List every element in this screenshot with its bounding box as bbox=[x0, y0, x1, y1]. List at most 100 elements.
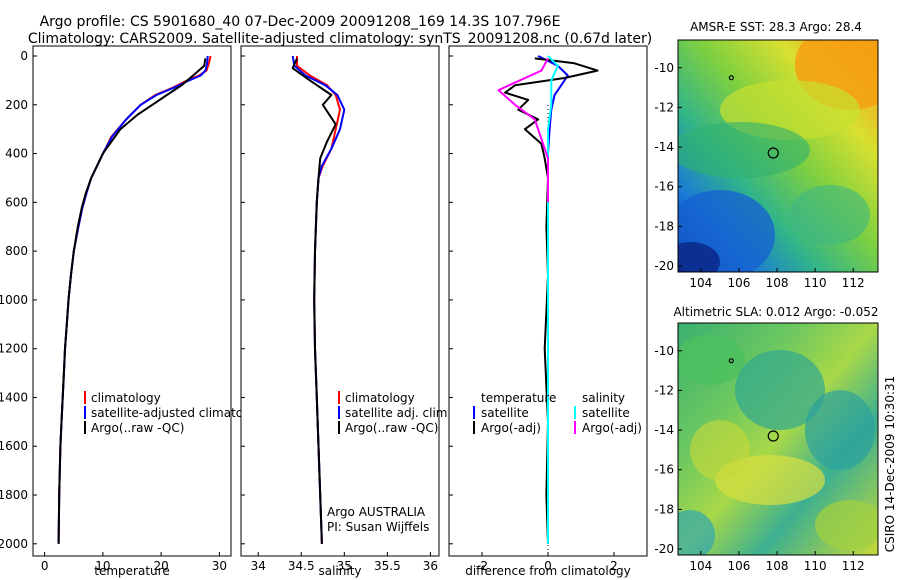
legend-label-argo: Argo(..raw -QC) bbox=[345, 421, 438, 435]
salinity-axis-ticks: 34 34.5 35 35.5 36 bbox=[241, 55, 438, 573]
map-y-tick-label: -14 bbox=[654, 423, 674, 437]
map-y-tick-label: -10 bbox=[654, 344, 674, 358]
x-tick-label: 30 bbox=[212, 559, 227, 573]
x-tick-label: 2 bbox=[610, 559, 618, 573]
map-x-tick-label: 106 bbox=[727, 276, 750, 290]
sla-map-frame bbox=[677, 322, 879, 556]
map-y-tick-label: -18 bbox=[654, 219, 674, 233]
map-x-tick-label: 112 bbox=[842, 276, 865, 290]
legend-label-sal-satellite: satellite bbox=[582, 406, 630, 420]
difference-lines bbox=[497, 55, 599, 544]
x-tick-label: 0 bbox=[41, 559, 49, 573]
sst-map-title: AMSR-E SST: 28.3 Argo: 28.4 bbox=[690, 20, 862, 34]
map-y-tick-label: -16 bbox=[654, 180, 674, 194]
series-salinity-argo-adj bbox=[497, 57, 549, 203]
sla-lime-patch bbox=[815, 500, 878, 550]
sst-green-patch bbox=[790, 185, 870, 245]
sst-cold-patch bbox=[678, 242, 720, 272]
sla-yellow-patch-2 bbox=[690, 420, 750, 480]
series-temperature-argo-adj bbox=[504, 57, 599, 544]
sla-blue-patch bbox=[678, 510, 715, 555]
map-x-tick-label: 108 bbox=[766, 276, 789, 290]
map-x-tick-label: 104 bbox=[689, 559, 712, 573]
temperature-panel: 0 10 20 30 0 200 400 600 800 1000 1200 1400 1600 1800… bbox=[0, 45, 269, 578]
sla-green-patch bbox=[678, 335, 745, 385]
legend-label-satellite-adj: satellite adj. clim. bbox=[345, 406, 451, 420]
x-tick-label: -2 bbox=[476, 559, 488, 573]
map-y-tick-label: -20 bbox=[654, 542, 674, 556]
map-x-tick-label: 104 bbox=[689, 276, 712, 290]
series-argo-raw-qc bbox=[291, 57, 337, 544]
series-salinity-satellite bbox=[547, 55, 559, 544]
y-tick-label: 800 bbox=[5, 244, 28, 258]
map-y-tick-label: -18 bbox=[654, 502, 674, 516]
legend-header-salinity: salinity bbox=[582, 391, 625, 405]
sst-green-band bbox=[678, 122, 810, 178]
x-tick-label: 34.5 bbox=[288, 559, 315, 573]
y-tick-label: 1800 bbox=[0, 488, 28, 502]
salinity-legend: climatology satellite adj. clim. Argo(..… bbox=[338, 391, 451, 435]
sla-teal-patch-2 bbox=[805, 390, 875, 470]
difference-panel: -2 0 2 difference from climatology tempera… bbox=[448, 45, 648, 578]
sla-map-ticks: 104 106 108 110 112 -10 -12 -14 -16 -18 -20 bbox=[654, 344, 864, 573]
legend-label-temp-satellite: satellite bbox=[481, 406, 529, 420]
map-y-tick-label: -12 bbox=[654, 383, 674, 397]
x-tick-label: 34 bbox=[251, 559, 266, 573]
sst-map-ticks: 104 106 108 110 112 -10 -12 -14 -16 -18 -20 bbox=[654, 61, 864, 290]
x-tick-label: 0 bbox=[544, 559, 552, 573]
sla-map-markers bbox=[728, 358, 779, 442]
y-tick-label: 400 bbox=[5, 147, 28, 161]
temperature-legend: climatology satellite-adjusted climatolo… bbox=[84, 391, 269, 435]
y-tick-label: 1000 bbox=[0, 293, 28, 307]
map-x-tick-label: 106 bbox=[727, 559, 750, 573]
sla-teal-patch bbox=[735, 350, 825, 430]
annotation-pi: PI: Susan Wijffels bbox=[327, 520, 429, 534]
figure-title-line1: Argo profile: CS 5901680_40 07-Dec-2009 … bbox=[40, 14, 561, 30]
y-tick-label: 2000 bbox=[0, 537, 28, 551]
map-x-tick-label: 110 bbox=[804, 559, 827, 573]
sst-map-markers bbox=[728, 75, 779, 159]
map-x-tick-label: 110 bbox=[804, 276, 827, 290]
profile-location-marker bbox=[767, 430, 779, 442]
legend-label-climatology: climatology bbox=[345, 391, 415, 405]
figure-title-line2: Climatology: CARS2009. Satellite-adjuste… bbox=[28, 31, 652, 47]
previous-profile-marker bbox=[728, 75, 734, 81]
x-tick-label: 10 bbox=[95, 559, 110, 573]
salinity-panel: 34 34.5 35 35.5 36 salinity climatology sate… bbox=[240, 45, 451, 578]
series-argo-raw-qc bbox=[57, 58, 207, 544]
previous-profile-marker bbox=[728, 358, 734, 364]
temperature-axis-ticks: 0 10 20 30 0 200 400 600 800 1000 1200 1400 1600 1800… bbox=[0, 49, 227, 573]
sla-map-title: Altimetric SLA: 0.012 Argo: -0.052 bbox=[673, 305, 878, 319]
legend-header-temperature: temperature bbox=[481, 391, 556, 405]
map-x-tick-label: 108 bbox=[766, 559, 789, 573]
legend-label-temp-argo: Argo(-adj) bbox=[481, 421, 541, 435]
map-x-tick-label: 112 bbox=[842, 559, 865, 573]
salinity-plot-area bbox=[240, 45, 440, 557]
x-tick-label: 36 bbox=[423, 559, 438, 573]
x-tick-label: 35 bbox=[337, 559, 352, 573]
sst-map-frame bbox=[677, 39, 879, 273]
y-tick-label: 600 bbox=[5, 195, 28, 209]
y-tick-label: 200 bbox=[5, 98, 28, 112]
difference-xlabel: difference from climatology bbox=[465, 564, 631, 578]
side-timestamp-label: CSIRO 14-Dec-2009 10:30:31 bbox=[883, 376, 897, 553]
temperature-plot-area bbox=[32, 45, 232, 557]
y-tick-label: 1400 bbox=[0, 390, 28, 404]
sst-map-panel: AMSR-E SST: 28.3 Argo: 28.4 104 106 108 110… bbox=[654, 20, 879, 290]
legend-label-satellite-adjusted: satellite-adjusted climatology bbox=[91, 406, 269, 420]
salinity-lines bbox=[291, 55, 346, 544]
x-tick-label: 35.5 bbox=[374, 559, 401, 573]
y-tick-label: 1600 bbox=[0, 439, 28, 453]
difference-legend: temperature satellite Argo(-adj) salinit… bbox=[473, 391, 642, 435]
legend-label-sal-argo: Argo(-adj) bbox=[582, 421, 642, 435]
legend-label-argo: Argo(..raw -QC) bbox=[91, 421, 184, 435]
map-y-tick-label: -12 bbox=[654, 100, 674, 114]
map-y-tick-label: -10 bbox=[654, 61, 674, 75]
temperature-lines bbox=[57, 55, 212, 544]
map-y-tick-label: -16 bbox=[654, 463, 674, 477]
legend-label-climatology: climatology bbox=[91, 391, 161, 405]
annotation-argo-australia: Argo AUSTRALIA bbox=[327, 505, 426, 519]
x-tick-label: 20 bbox=[153, 559, 168, 573]
temperature-xlabel: temperature bbox=[94, 564, 169, 578]
y-tick-label: 1200 bbox=[0, 342, 28, 356]
